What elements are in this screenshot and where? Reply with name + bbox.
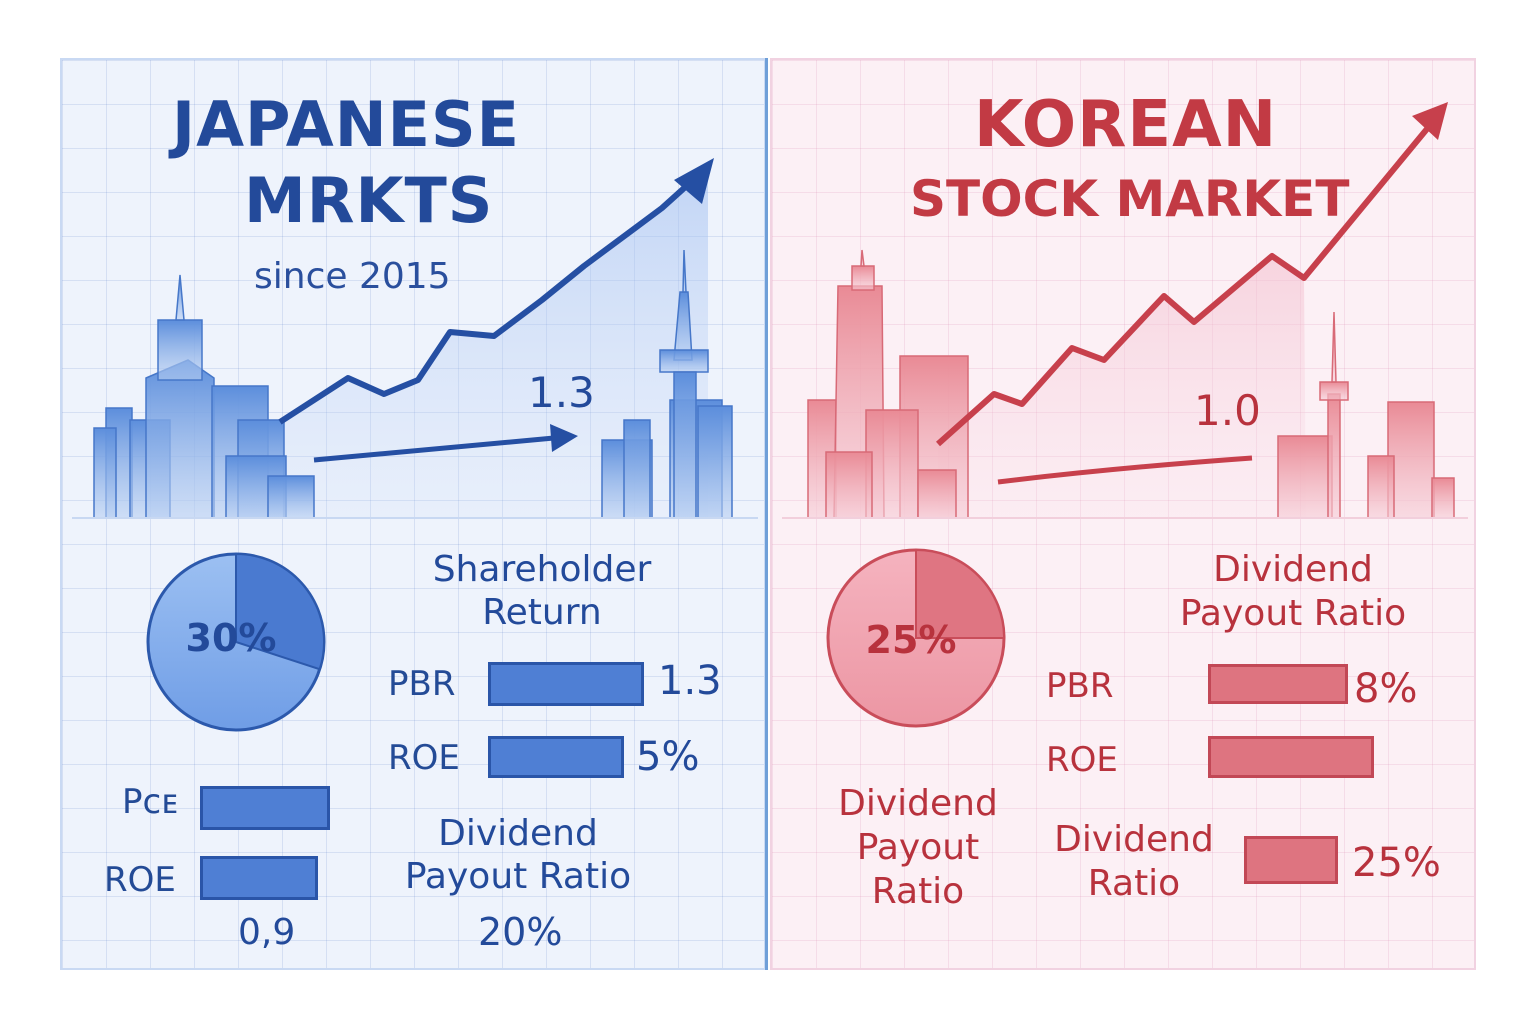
jp-city-skyline-icon <box>93 274 315 519</box>
jp-shareholder-heading-line2: Return <box>482 592 602 634</box>
kr-payout-heading-line2: Payout Ratio <box>1179 592 1407 634</box>
jp-trend-arrow-icon <box>278 169 705 425</box>
jp-roe-bar <box>488 736 624 778</box>
kr-pbr-bar <box>1208 664 1348 704</box>
kr-pie-slice <box>915 548 1006 639</box>
jp-trend-arrowhead <box>674 158 714 204</box>
kr-pie-percent: 25% <box>865 618 957 662</box>
jp-roe-value: 5% <box>636 734 700 780</box>
kr-seoul-tower-icon <box>1277 311 1455 519</box>
jp-pie-chart <box>146 552 326 732</box>
center-divider <box>765 58 768 970</box>
kr-pie-chart <box>826 548 1006 728</box>
jp-pbr-label: PBR <box>388 664 456 704</box>
jp-pce-bar <box>200 786 330 830</box>
jp-short-arrow <box>313 435 555 463</box>
kr-left-dividend-line2: Payout <box>856 826 980 868</box>
kr-trend-area <box>938 256 1306 518</box>
kr-dividend-ratio-line1: Dividend <box>1054 819 1214 860</box>
kr-dividend-ratio-bar <box>1244 836 1338 884</box>
kr-left-dividend-line3: Ratio <box>871 870 965 912</box>
jp-dividend-heading: Dividend Payout Ratio <box>378 812 658 898</box>
korea-panel: KOREAN STOCK MARKET 1.0 25% Dividend Pay… <box>770 58 1476 970</box>
jp-lower-roe-label: ROE <box>104 860 176 900</box>
jp-title-line2: MRKTS <box>244 164 494 237</box>
jp-arrow-value: 1.3 <box>528 368 595 417</box>
jp-title-line1: JAPANESE <box>172 88 521 161</box>
jp-pce-label: Pᴄᴇ <box>122 782 178 822</box>
jp-pie-percent: 30% <box>185 616 277 660</box>
jp-pbr-value: 1.3 <box>658 658 722 704</box>
japan-scene <box>72 158 758 732</box>
jp-lower-roe-value: 0,9 <box>238 912 296 953</box>
kr-left-dividend-line1: Dividend <box>838 783 998 824</box>
kr-left-dividend-heading: Dividend Payout Ratio <box>818 782 1018 914</box>
kr-city-skyline-icon <box>807 249 969 519</box>
jp-pbr-bar <box>488 662 644 706</box>
japan-panel: JAPANESE MRKTS since 2015 1.3 30% Shareh… <box>60 58 766 970</box>
kr-dividend-ratio-value: 25% <box>1352 840 1441 886</box>
kr-pbr-label: PBR <box>1046 666 1114 706</box>
jp-dividend-line2: Payout Ratio <box>404 856 632 898</box>
kr-title-line2: STOCK MARKET <box>910 170 1350 228</box>
jp-pie-slice <box>235 552 325 671</box>
kr-pbr-value: 8% <box>1354 666 1418 712</box>
kr-roe-label: ROE <box>1046 740 1118 780</box>
kr-roe-bar <box>1208 736 1374 778</box>
kr-flat-line <box>997 455 1253 485</box>
kr-payout-heading-line1: Dividend <box>1213 549 1373 590</box>
kr-payout-heading: Dividend Payout Ratio <box>1148 548 1438 636</box>
jp-shareholder-heading: Shareholder Return <box>412 548 672 634</box>
kr-arrow-value: 1.0 <box>1194 386 1261 435</box>
jp-subtitle: since 2015 <box>254 256 451 297</box>
kr-dividend-ratio-heading: Dividend Ratio <box>1034 818 1234 906</box>
jp-lower-roe-bar <box>200 856 318 900</box>
jp-tokyo-tower-icon <box>601 249 733 519</box>
korea-scene <box>782 102 1468 728</box>
jp-short-arrowhead <box>550 424 578 452</box>
jp-dividend-value: 20% <box>478 910 563 954</box>
kr-dividend-ratio-line2: Ratio <box>1087 862 1181 904</box>
kr-title-line1: KOREAN <box>974 88 1278 162</box>
kr-trend-arrow-icon <box>936 116 1439 447</box>
jp-dividend-line1: Dividend <box>438 813 598 854</box>
jp-roe-label: ROE <box>388 738 460 778</box>
kr-trend-arrowhead <box>1412 102 1448 140</box>
jp-shareholder-heading-line1: Shareholder <box>432 549 652 590</box>
